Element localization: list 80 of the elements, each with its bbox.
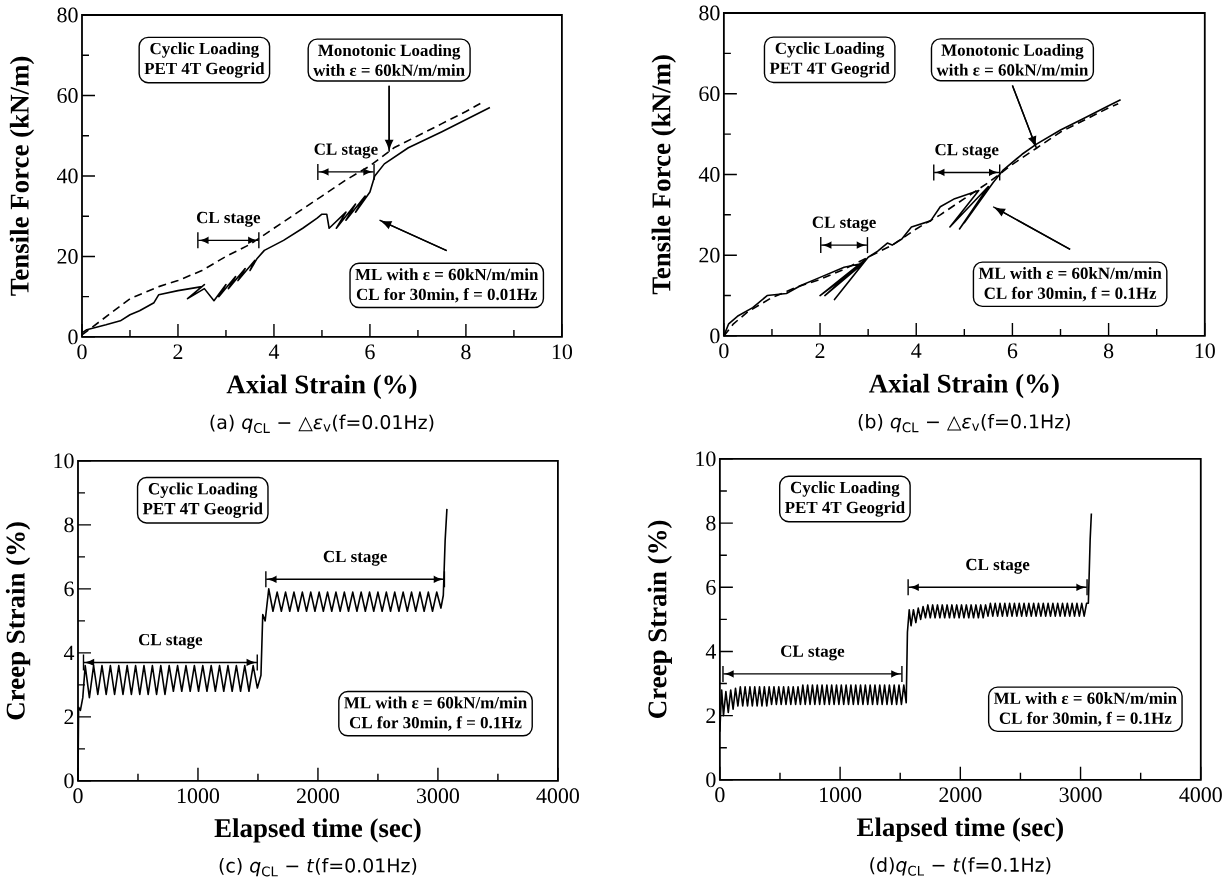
x-tick-label: 2 (815, 343, 825, 359)
x-tick-label: 1000 (820, 787, 862, 803)
x-tick-label: 2 (173, 344, 183, 360)
y-tick-label: 8 (64, 517, 74, 533)
annotation: CL stage (781, 645, 845, 661)
annotation: CL stage (323, 550, 387, 566)
x-axis-title: Elapsed time (sec) (214, 818, 421, 843)
annotation: PET 4T Geogrid (142, 502, 263, 519)
x-axis-title: Axial Strain (%) (868, 373, 1059, 399)
x-tick-label: 10 (1195, 343, 1215, 359)
y-tick-label: 60 (699, 86, 720, 102)
x-tick-label: 4000 (1179, 787, 1222, 803)
y-tick-label: 0 (64, 773, 74, 789)
x-tick-label: 4 (268, 344, 280, 359)
annotation: CL for 30min, f = 0.01Hz (356, 288, 537, 303)
y-tick-label: 4 (63, 645, 75, 661)
x-axis-title: Axial Strain (%) (226, 374, 417, 400)
y-axis-title: Tensile Force (kN/m) (9, 56, 35, 296)
annotation: CL for 30min, f = 0.1Hz (349, 716, 522, 731)
y-tick-label: 2 (706, 708, 716, 723)
y-axis-title: Creep Strain (%) (647, 520, 672, 718)
x-tick-label: 8 (1103, 343, 1114, 359)
y-tick-label: 80 (57, 7, 78, 23)
y-tick-label: 60 (57, 88, 78, 103)
annotation: CL for 30min, f = 0.1Hz (984, 286, 1157, 302)
y-tick-label: 20 (57, 249, 78, 264)
y-tick-label: 6 (64, 581, 74, 597)
x-tick-label: 2000 (297, 788, 340, 804)
x-tick-label: 1000 (177, 788, 220, 804)
x-tick-label: 4 (911, 343, 922, 358)
annotation: ML with ε = 60kN/m/min (355, 268, 539, 281)
annotation: PET 4T Geogrid (144, 62, 265, 78)
y-tick-label: 10 (696, 451, 716, 467)
annotation: Monotonic Loading (941, 43, 1084, 60)
annotation: Cyclic Loading (148, 482, 258, 499)
annotation: CL stage (812, 216, 876, 232)
y-axis-title: Tensile Force (kN/m) (651, 55, 676, 295)
annotation: ML with ε = 60kN/m/min (978, 267, 1162, 280)
y-tick-label: 0 (706, 772, 716, 788)
annotation: Cyclic Loading (150, 42, 259, 58)
y-tick-label: 4 (705, 644, 717, 659)
annotation: CL stage (196, 211, 261, 227)
annotation: with ε = 60kN/m/min (313, 64, 465, 77)
annotation: with ε = 60kN/m/min (936, 63, 1089, 76)
annotation: PET 4T Geogrid (769, 62, 890, 78)
text: (c) q$_{CL}$ − t(f=0.01Hz) (219, 858, 417, 877)
annotation: CL stage (138, 634, 203, 650)
x-tick-label: 3000 (1059, 787, 1102, 803)
y-tick-label: 20 (699, 247, 720, 263)
y-tick-label: 8 (706, 515, 716, 531)
text: (b) q$_{CL}$ − △ε$_{v}$(f=0.1Hz) (858, 413, 1070, 433)
annotation: ML with ε = 60kN/m/min (344, 696, 527, 709)
y-tick-label: 0 (710, 328, 720, 344)
annotation: PET 4T Geogrid (784, 501, 905, 517)
annotation: CL for 30min, f = 0.1Hz (999, 711, 1172, 727)
x-tick-label: 4000 (536, 788, 579, 804)
y-axis-title: Creep Strain (%) (5, 522, 31, 720)
annotation: CL stage (314, 143, 378, 159)
y-tick-label: 80 (699, 5, 720, 21)
annotation: CL stage (935, 144, 999, 159)
annotation: Monotonic Loading (318, 44, 461, 60)
y-tick-label: 0 (68, 329, 78, 345)
text: (d)q$_{CL}$ − t(f=0.1Hz) (870, 857, 1051, 876)
annotation: Cyclic Loading (790, 481, 900, 497)
annotation: Cyclic Loading (775, 42, 885, 58)
y-tick-label: 40 (56, 168, 78, 184)
x-axis-title: Elapsed time (sec) (856, 817, 1063, 842)
y-tick-label: 2 (64, 709, 74, 725)
x-tick-label: 6 (365, 344, 375, 360)
annotation: ML with ε = 60kN/m/min (993, 692, 1177, 705)
text: (a) q$_{CL}$ − △ε$_{v}$(f=0.01Hz) (210, 414, 434, 434)
x-tick-label: 6 (1007, 343, 1018, 359)
y-tick-label: 40 (698, 167, 720, 182)
x-tick-label: 8 (461, 344, 471, 360)
x-tick-label: 3000 (417, 788, 459, 804)
x-tick-label: 2000 (939, 787, 982, 803)
y-tick-label: 6 (706, 580, 716, 595)
annotation: CL stage (966, 558, 1030, 574)
y-tick-label: 10 (54, 453, 74, 469)
x-tick-label: 10 (552, 344, 573, 360)
